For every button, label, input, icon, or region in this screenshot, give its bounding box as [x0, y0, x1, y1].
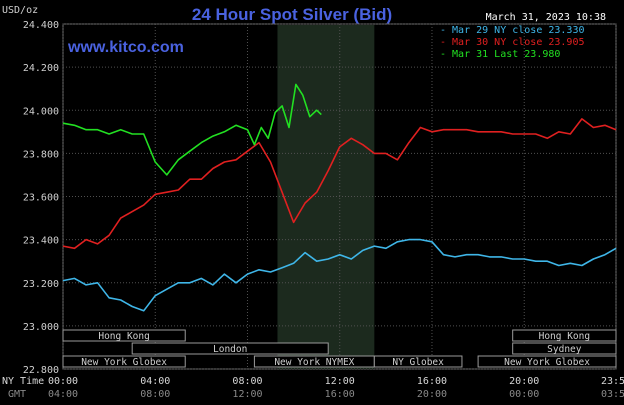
- timestamp: March 31, 2023 10:38: [486, 12, 606, 23]
- y-tick-label: 23.200: [23, 279, 59, 290]
- series-line: [62, 238, 617, 312]
- site-url[interactable]: www.kitco.com: [67, 39, 184, 56]
- session-label: NY Globex: [392, 357, 444, 368]
- gmt-label: GMT: [8, 389, 26, 400]
- series-line: [62, 118, 617, 250]
- y-tick-label: 24.200: [23, 63, 59, 74]
- legend-entry: - Mar 31 Last 23.980: [440, 49, 560, 60]
- x-tick-label-ny: 12:00: [325, 376, 355, 387]
- x-tick-label-ny: 08:00: [232, 376, 262, 387]
- x-tick-label-gmt: 16:00: [325, 389, 355, 400]
- y-axis-ticks: 22.800 23.000 23.200 23.400 23.600 23.800 24.0…: [23, 20, 59, 376]
- series-lines: [62, 83, 617, 312]
- y-tick-label: 23.600: [23, 193, 59, 204]
- legend-entry: - Mar 29 NY close 23.330: [440, 25, 585, 36]
- y-tick-label: 24.400: [23, 20, 59, 31]
- session-label: New York NYMEX: [274, 357, 354, 368]
- x-tick-label-gmt: 04:00: [48, 389, 78, 400]
- series-line: [62, 83, 322, 176]
- session-label: New York Globex: [81, 357, 167, 368]
- session-label: New York Globex: [504, 357, 590, 368]
- session-bar: [373, 355, 463, 368]
- x-tick-label-ny: 04:00: [140, 376, 170, 387]
- session-bar: [512, 329, 617, 342]
- x-tick-label-ny: 23:59: [601, 376, 624, 387]
- x-tick-label-gmt: 12:00: [232, 389, 262, 400]
- session-bar: [62, 355, 186, 368]
- session-label: Sydney: [547, 344, 582, 355]
- x-tick-label-gmt: 03:59: [601, 389, 624, 400]
- chart-title: 24 Hour Spot Silver (Bid): [192, 5, 392, 24]
- session-bars: Hong Kong Hong Kong London Sydney New York G…: [62, 329, 617, 368]
- session-bar: [62, 329, 186, 342]
- x-tick-label-gmt: 08:00: [140, 389, 170, 400]
- session-label: London: [213, 344, 247, 355]
- ny-time-label: NY Time: [2, 376, 44, 387]
- x-tick-label-ny: 00:00: [48, 376, 78, 387]
- session-label: Hong Kong: [98, 331, 149, 342]
- unit-label: USD/oz: [2, 5, 38, 16]
- highlight-band: [277, 25, 375, 369]
- session-label: Hong Kong: [539, 331, 590, 342]
- y-tick-label: 23.000: [23, 322, 59, 333]
- x-tick-label-gmt: 20:00: [417, 389, 447, 400]
- x-axis-ticks: 00:00 04:00 04:00 08:00 08:00 12:00 12:00 16:00…: [48, 376, 624, 400]
- grid: [62, 23, 617, 370]
- session-bar: [512, 342, 617, 355]
- legend: - Mar 29 NY close 23.330- Mar 30 NY clos…: [440, 25, 585, 60]
- y-tick-label: 24.000: [23, 106, 59, 117]
- session-bar: [131, 342, 329, 355]
- y-tick-label: 23.400: [23, 236, 59, 247]
- y-tick-label: 22.800: [23, 365, 59, 376]
- session-bar: [477, 355, 617, 368]
- y-tick-label: 23.800: [23, 149, 59, 160]
- x-tick-label-gmt: 00:00: [509, 389, 539, 400]
- x-tick-label-ny: 16:00: [417, 376, 447, 387]
- x-tick-label-ny: 20:00: [509, 376, 539, 387]
- legend-entry: - Mar 30 NY close 23.905: [440, 37, 585, 48]
